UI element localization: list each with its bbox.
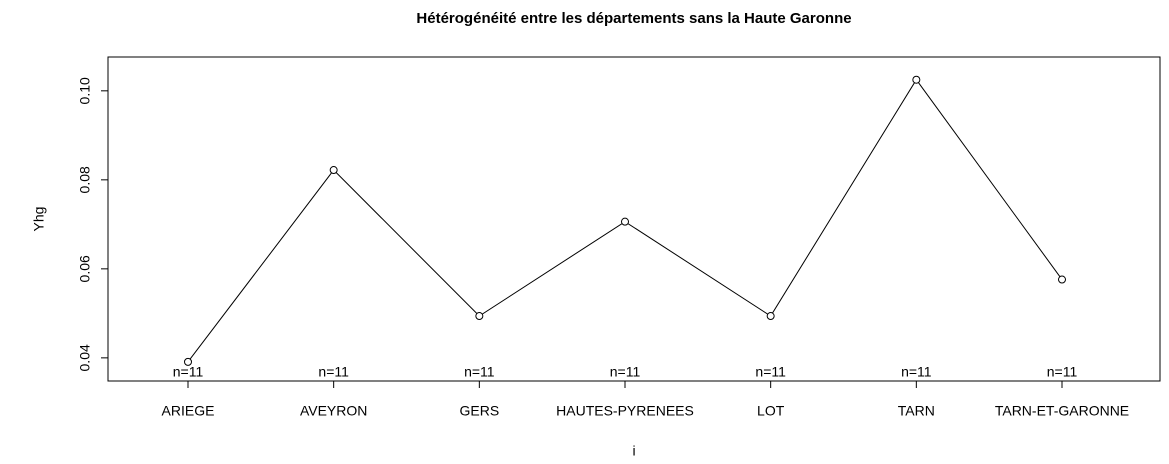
point (475, 312, 484, 321)
point (912, 75, 921, 84)
x-tick-label: TARN-ET-GARONNE (995, 403, 1129, 419)
point (766, 312, 775, 321)
y-axis-label: Yhg (31, 207, 47, 232)
y-tick-label: 0.10 (77, 77, 93, 104)
count-label: n=11 (755, 364, 786, 380)
count-label: n=11 (1047, 364, 1078, 380)
plot-box (107, 56, 1161, 382)
x-tick-label: ARIEGE (162, 403, 215, 419)
x-tick-label: GERS (459, 403, 499, 419)
y-tick-label: 0.08 (77, 166, 93, 193)
point (1058, 275, 1066, 284)
count-label: n=11 (318, 364, 349, 380)
point (621, 217, 629, 226)
x-tick-label: TARN (898, 403, 935, 419)
y-tick-label: 0.04 (77, 344, 93, 371)
count-label: n=11 (901, 364, 932, 380)
x-tick-label: LOT (757, 403, 785, 419)
chart-title: Hétérogénéité entre les départements san… (416, 10, 851, 27)
count-label: n=11 (173, 364, 204, 380)
x-axis-label: i (632, 443, 635, 459)
x-tick-label: HAUTES-PYRENEES (556, 403, 694, 419)
x-tick-label: AVEYRON (300, 403, 367, 419)
count-label: n=11 (464, 364, 495, 380)
count-label: n=11 (610, 364, 641, 380)
point (329, 166, 338, 175)
y-tick-label: 0.06 (77, 255, 93, 282)
point (184, 357, 192, 366)
